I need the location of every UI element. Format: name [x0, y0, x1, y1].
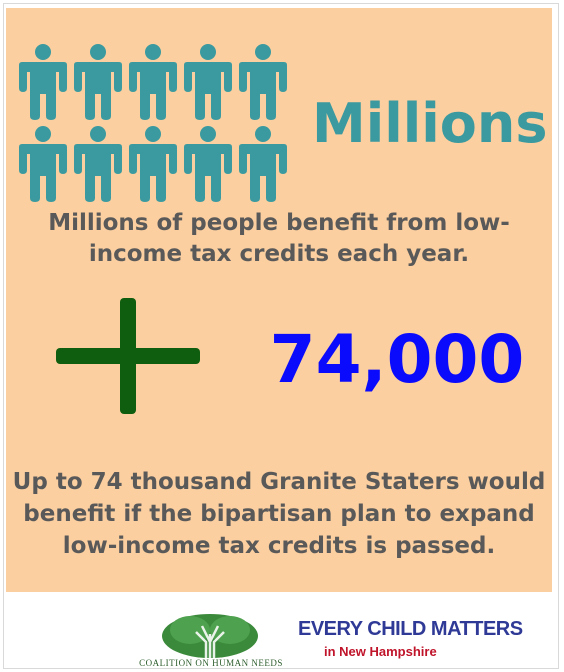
person-icon [19, 126, 67, 202]
plus-icon [52, 296, 202, 416]
people-icons-svg [19, 44, 287, 202]
headline: Millions [312, 92, 548, 155]
person-icon [74, 44, 122, 120]
person-icon [239, 44, 287, 120]
infographic-panel [6, 8, 552, 592]
coalition-logo: Coalition on Human Needs [116, 612, 306, 668]
person-icon [184, 126, 232, 202]
person-icon [129, 126, 177, 202]
footnote-text: Up to 74 thousand Granite Staters would … [12, 469, 546, 559]
ecm-subtitle: in New Hampshire [324, 644, 437, 659]
description-text: Millions of people benefit from low-inco… [48, 210, 510, 267]
coalition-name: Coalition on Human Needs [139, 658, 283, 668]
every-child-matters-logo: Every Child matters in New Hampshire [298, 618, 523, 668]
person-icon [19, 44, 67, 120]
person-icon [129, 44, 177, 120]
people-icon-grid [18, 44, 294, 204]
big-number: 74,000 [269, 321, 525, 398]
ecm-title: Every Child matters [298, 618, 523, 640]
person-icon [239, 126, 287, 202]
person-icon [184, 44, 232, 120]
tree-icon [162, 614, 258, 658]
person-icon [74, 126, 122, 202]
footer-logos: Coalition on Human Needs Every Child mat… [6, 592, 552, 668]
